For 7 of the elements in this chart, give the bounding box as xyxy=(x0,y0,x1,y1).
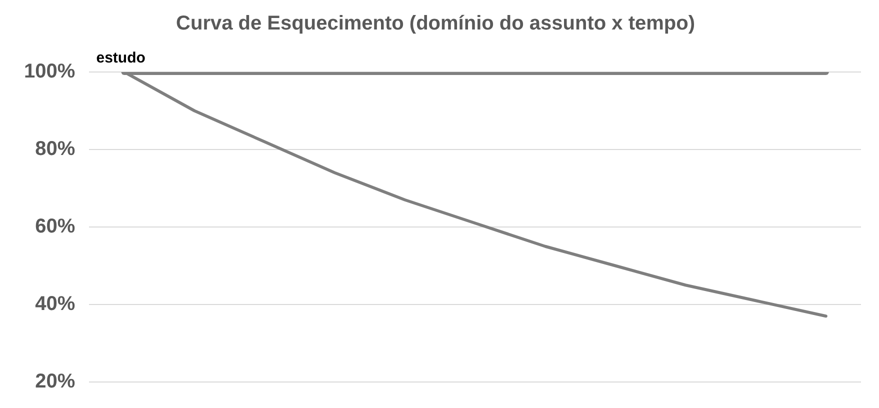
y-tick-label: 20% xyxy=(35,370,76,393)
y-tick-label: 60% xyxy=(35,216,76,238)
annotation: estudo xyxy=(96,50,146,67)
y-tick-label: 100% xyxy=(24,60,76,83)
y-tick-label: 40% xyxy=(35,293,76,316)
chart-title: Curva de Esquecimento (domínio do assunto x tempo) xyxy=(176,12,695,35)
y-tick-label: 80% xyxy=(35,138,76,160)
